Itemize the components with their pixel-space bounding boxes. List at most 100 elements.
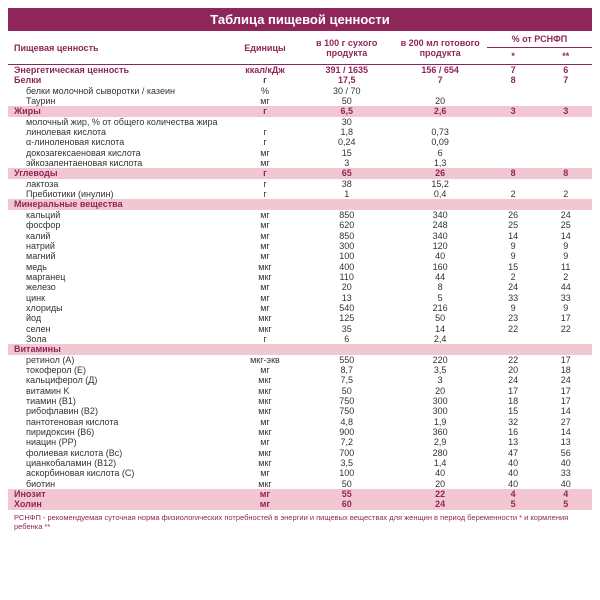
cell-v1: 391 / 1635 [300,65,393,76]
cell-unit: мг [230,365,300,375]
cell-unit: мкг-экв [230,355,300,365]
cell-v2: 5 [393,293,486,303]
table-row: α-линоленовая кислотаг0,240,09 [8,137,592,147]
cell-v1: 850 [300,210,393,220]
cell-p2: 22 [539,324,592,334]
table-row: йодмкг125502317 [8,313,592,323]
cell-unit: г [230,334,300,344]
cell-v2: 1,3 [393,158,486,168]
cell-p1: 40 [487,458,540,468]
cell-name: ниацин (РР) [8,437,230,447]
cell-p1: 8 [487,75,540,85]
cell-p1 [487,179,540,189]
cell-p2 [539,148,592,158]
cell-p1: 20 [487,365,540,375]
header-star2: ** [539,48,592,65]
cell-p1 [487,344,540,354]
cell-v1: 6,5 [300,106,393,116]
cell-p2: 56 [539,448,592,458]
cell-unit [230,117,300,127]
table-row: цианкобаламин (В12)мкг3,51,44040 [8,458,592,468]
cell-v1: 6 [300,334,393,344]
cell-v1: 1 [300,189,393,199]
cell-p2: 9 [539,251,592,261]
table-row: пантотеновая кислотамг4,81,93227 [8,417,592,427]
header-per100g: в 100 г сухого продукта [300,31,393,65]
cell-name: медь [8,262,230,272]
cell-v2 [393,117,486,127]
cell-name: белки молочной сыворотки / казеин [8,86,230,96]
cell-v2: 2,4 [393,334,486,344]
cell-v1: 35 [300,324,393,334]
cell-p2: 6 [539,65,592,76]
cell-name: эйкозапентаеновая кислота [8,158,230,168]
cell-p2 [539,86,592,96]
cell-unit: мг [230,241,300,251]
cell-v1: 400 [300,262,393,272]
cell-name: кальциферол (Д) [8,375,230,385]
cell-name: рибофлавин (В2) [8,406,230,416]
cell-p2: 9 [539,303,592,313]
cell-v1: 60 [300,499,393,509]
cell-p2: 17 [539,396,592,406]
cell-unit: мкг [230,448,300,458]
cell-p2: 5 [539,499,592,509]
cell-p2 [539,117,592,127]
cell-v2 [393,344,486,354]
cell-name: Витамины [8,344,230,354]
cell-p2 [539,96,592,106]
cell-name: Пребиотики (инулин) [8,189,230,199]
cell-v1: 50 [300,479,393,489]
table-row: ниацин (РР)мг7,22,91313 [8,437,592,447]
cell-unit: мг [230,210,300,220]
cell-p1: 17 [487,386,540,396]
cell-p2: 27 [539,417,592,427]
table-row: тиамин (В1)мкг7503001817 [8,396,592,406]
cell-p1: 25 [487,220,540,230]
table-row: линолевая кислотаг1,80,73 [8,127,592,137]
table-row: аскорбиновая кислота (С)мг100404033 [8,468,592,478]
cell-name: Углеводы [8,168,230,178]
cell-unit: мг [230,148,300,158]
cell-v2: 2,9 [393,437,486,447]
cell-v2: 300 [393,396,486,406]
cell-name: Холин [8,499,230,509]
cell-unit: мг [230,231,300,241]
cell-unit: мкг [230,272,300,282]
cell-name: биотин [8,479,230,489]
cell-v1: 15 [300,148,393,158]
cell-v2: 248 [393,220,486,230]
cell-v2: 3 [393,375,486,385]
header-per200ml: в 200 мл готового продукта [393,31,486,65]
cell-v1: 550 [300,355,393,365]
cell-v2: 26 [393,168,486,178]
cell-v2: 3,5 [393,365,486,375]
cell-name: железо [8,282,230,292]
table-row: пиридоксин (В6)мкг9003601614 [8,427,592,437]
cell-p1: 9 [487,303,540,313]
cell-p2: 40 [539,479,592,489]
cell-unit: мкг [230,324,300,334]
table-row: витамин Kмкг50201717 [8,386,592,396]
table-row: эйкозапентаеновая кислотамг31,3 [8,158,592,168]
cell-p1: 23 [487,313,540,323]
cell-v2: 1,9 [393,417,486,427]
cell-v2: 0,4 [393,189,486,199]
cell-p2: 25 [539,220,592,230]
cell-p2: 2 [539,189,592,199]
cell-p1: 18 [487,396,540,406]
cell-v1: 8,7 [300,365,393,375]
cell-p1: 15 [487,406,540,416]
cell-p2 [539,199,592,209]
header-rsnfp: % от РСНФП [487,31,592,48]
table-row: Пребиотики (инулин)г10,422 [8,189,592,199]
cell-name: тиамин (В1) [8,396,230,406]
cell-name: Жиры [8,106,230,116]
cell-p2: 44 [539,282,592,292]
cell-v1: 4,8 [300,417,393,427]
cell-p2: 4 [539,489,592,499]
table-row: кальциймг8503402624 [8,210,592,220]
cell-p2: 24 [539,375,592,385]
cell-unit [230,344,300,354]
cell-p1: 32 [487,417,540,427]
